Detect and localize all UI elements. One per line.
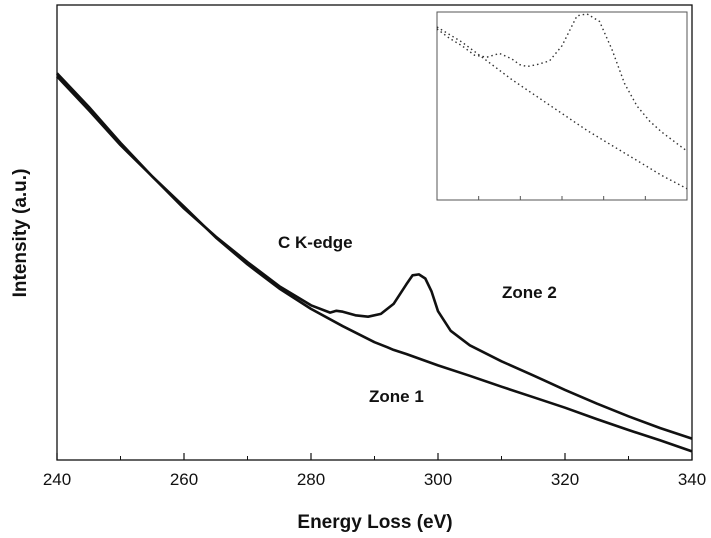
inset-series-layer [436, 13, 688, 190]
x-axis-label: Energy Loss (eV) [297, 512, 452, 533]
series-zone-1-line [56, 72, 693, 453]
inset-frame [436, 11, 688, 201]
x-axis-ticks: 240 260 280 300 320 340 [43, 453, 706, 489]
inset-ticks [436, 196, 688, 200]
x-tick-label: 280 [297, 470, 325, 489]
x-tick-label: 260 [170, 470, 198, 489]
series-zone-2-line [56, 75, 693, 440]
x-tick-label: 240 [43, 470, 71, 489]
annotation-zone-2: Zone 2 [502, 283, 557, 302]
inset-plot [436, 11, 688, 201]
annotation-c-k-edge: C K-edge [278, 233, 353, 252]
y-axis-label: Intensity (a.u.) [10, 169, 31, 298]
x-tick-label: 300 [424, 470, 452, 489]
x-tick-label: 320 [551, 470, 579, 489]
series-layer [56, 72, 693, 453]
inset-series-1 [436, 13, 688, 152]
annotation-zone-1: Zone 1 [369, 387, 424, 406]
inset-series-2 [436, 26, 688, 190]
x-tick-label: 340 [678, 470, 706, 489]
